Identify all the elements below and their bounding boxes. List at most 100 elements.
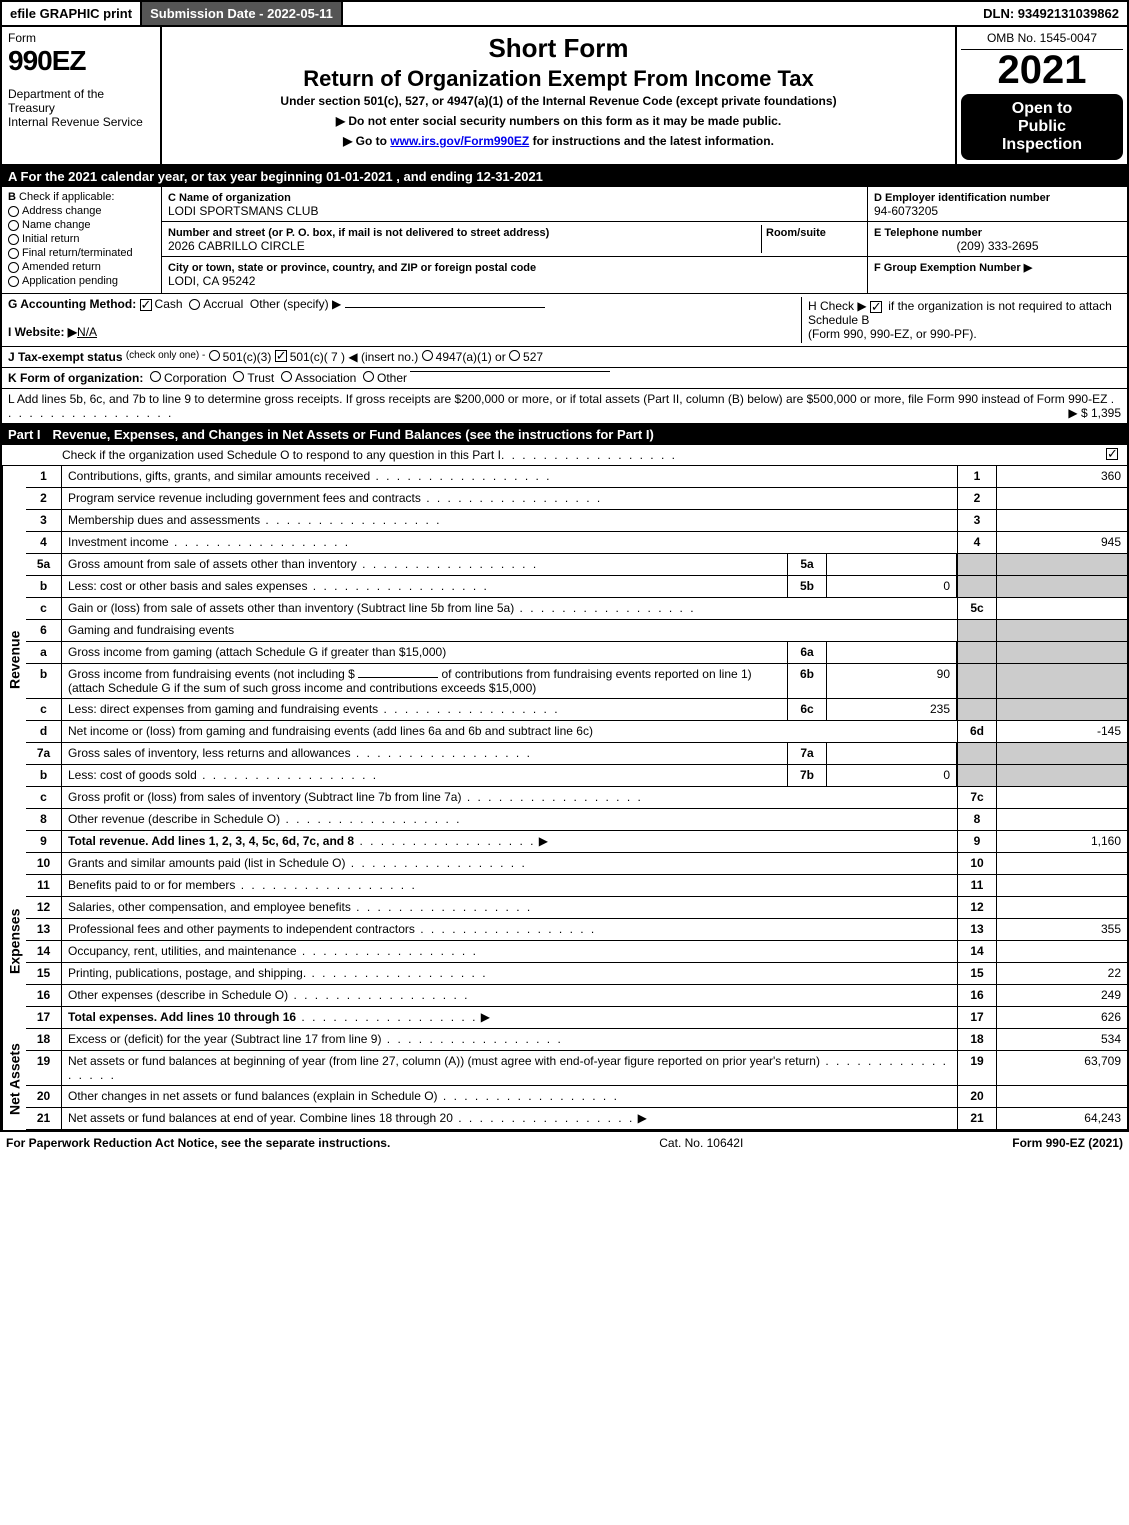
l6c-snum: 6c bbox=[787, 699, 827, 720]
l16-desc: Other expenses (describe in Schedule O) bbox=[68, 988, 288, 1002]
l7a-sval bbox=[827, 743, 957, 764]
l6b-desc1: Gross income from fundraising events (no… bbox=[68, 667, 355, 681]
l12-num: 12 bbox=[26, 897, 62, 918]
l6b-blank[interactable] bbox=[358, 677, 438, 678]
form-header: Form 990EZ Department of the Treasury In… bbox=[2, 27, 1127, 166]
l17-fval: 626 bbox=[997, 1007, 1127, 1028]
l7a-fnum-shaded bbox=[957, 743, 997, 764]
chk-address-change[interactable]: Address change bbox=[8, 205, 155, 217]
chk-501c[interactable] bbox=[275, 350, 287, 362]
room-label: Room/suite bbox=[766, 227, 826, 239]
l6d-num: d bbox=[26, 721, 62, 742]
chk-501c3[interactable] bbox=[209, 350, 220, 361]
chk-corporation[interactable] bbox=[150, 371, 161, 382]
title-short-form: Short Form bbox=[170, 33, 947, 64]
l5a-fnum-shaded bbox=[957, 554, 997, 575]
l7a-fval-shaded bbox=[997, 743, 1127, 764]
part1-note-row: Check if the organization used Schedule … bbox=[2, 445, 1127, 466]
l14-fval bbox=[997, 941, 1127, 962]
l5b-snum: 5b bbox=[787, 576, 827, 597]
l9-num: 9 bbox=[26, 831, 62, 852]
l6b-sval: 90 bbox=[827, 664, 957, 698]
l11-fval bbox=[997, 875, 1127, 896]
l6c-sval: 235 bbox=[827, 699, 957, 720]
l4-num: 4 bbox=[26, 532, 62, 553]
open-line1: Open to bbox=[965, 100, 1119, 118]
line-21: 21 Net assets or fund balances at end of… bbox=[26, 1108, 1127, 1130]
opt-501c3: 501(c)(3) bbox=[223, 350, 272, 364]
l21-num: 21 bbox=[26, 1108, 62, 1129]
ein-label: D Employer identification number bbox=[874, 192, 1050, 204]
l20-desc: Other changes in net assets or fund bala… bbox=[68, 1089, 438, 1103]
tel-label: E Telephone number bbox=[874, 227, 982, 239]
group-exemption-cell: F Group Exemption Number ▶ bbox=[868, 257, 1127, 277]
group-label: F Group Exemption Number ▶ bbox=[874, 262, 1032, 274]
revenue-section: Revenue 1 Contributions, gifts, grants, … bbox=[2, 466, 1127, 853]
chk-schedule-o[interactable] bbox=[1106, 448, 1118, 460]
l1-desc: Contributions, gifts, grants, and simila… bbox=[68, 469, 370, 483]
line-8: 8 Other revenue (describe in Schedule O)… bbox=[26, 809, 1127, 831]
line-9: 9 Total revenue. Add lines 1, 2, 3, 4, 5… bbox=[26, 831, 1127, 853]
l9-fval: 1,160 bbox=[997, 831, 1127, 852]
l2-fnum: 2 bbox=[957, 488, 997, 509]
chk-association[interactable] bbox=[281, 371, 292, 382]
chk-527[interactable] bbox=[509, 350, 520, 361]
opt-other-org: Other bbox=[377, 371, 407, 385]
l1-fval: 360 bbox=[997, 466, 1127, 487]
line-19: 19 Net assets or fund balances at beginn… bbox=[26, 1051, 1127, 1086]
l2-desc: Program service revenue including govern… bbox=[68, 491, 421, 505]
header-right: OMB No. 1545-0047 2021 Open to Public In… bbox=[957, 27, 1127, 164]
info-block: B Check if applicable: Address change Na… bbox=[2, 187, 1127, 294]
l19-desc: Net assets or fund balances at beginning… bbox=[68, 1054, 820, 1068]
l11-desc: Benefits paid to or for members bbox=[68, 878, 235, 892]
l11-num: 11 bbox=[26, 875, 62, 896]
l18-fnum: 18 bbox=[957, 1029, 997, 1050]
chk-trust[interactable] bbox=[233, 371, 244, 382]
chk-4947[interactable] bbox=[422, 350, 433, 361]
other-org-input[interactable] bbox=[410, 371, 610, 372]
l10-fval bbox=[997, 853, 1127, 874]
addr-label: Number and street (or P. O. box, if mail… bbox=[168, 227, 549, 239]
l3-fval bbox=[997, 510, 1127, 531]
chk-accrual[interactable] bbox=[189, 299, 200, 310]
other-specify-input[interactable] bbox=[345, 307, 545, 308]
l5a-desc: Gross amount from sale of assets other t… bbox=[68, 557, 357, 571]
l5b-desc: Less: cost or other basis and sales expe… bbox=[68, 579, 307, 593]
footer-left: For Paperwork Reduction Act Notice, see … bbox=[6, 1136, 390, 1150]
line-18: 18 Excess or (deficit) for the year (Sub… bbox=[26, 1029, 1127, 1051]
line-2: 2 Program service revenue including gove… bbox=[26, 488, 1127, 510]
l6-fnum-shaded bbox=[957, 620, 997, 641]
line-13: 13 Professional fees and other payments … bbox=[26, 919, 1127, 941]
l5b-num: b bbox=[26, 576, 62, 597]
line-10: 10 Grants and similar amounts paid (list… bbox=[26, 853, 1127, 875]
l6c-fnum-shaded bbox=[957, 699, 997, 720]
chk-application-pending[interactable]: Application pending bbox=[8, 275, 155, 287]
l14-num: 14 bbox=[26, 941, 62, 962]
line-6: 6 Gaming and fundraising events bbox=[26, 620, 1127, 642]
part1-header: Part I Revenue, Expenses, and Changes in… bbox=[2, 424, 1127, 445]
header-note-ssn: ▶ Do not enter social security numbers o… bbox=[170, 114, 947, 128]
efile-print-button[interactable]: efile GRAPHIC print bbox=[2, 2, 142, 25]
irs-link[interactable]: www.irs.gov/Form990EZ bbox=[390, 134, 529, 148]
submission-date-button[interactable]: Submission Date - 2022-05-11 bbox=[142, 2, 343, 25]
l8-fval bbox=[997, 809, 1127, 830]
chk-schedule-b[interactable] bbox=[870, 301, 882, 313]
l6d-desc: Net income or (loss) from gaming and fun… bbox=[62, 721, 957, 742]
i-label: I Website: ▶ bbox=[8, 325, 77, 339]
l7a-snum: 7a bbox=[787, 743, 827, 764]
chk-amended-return[interactable]: Amended return bbox=[8, 261, 155, 273]
chk-initial-return[interactable]: Initial return bbox=[8, 233, 155, 245]
org-name-label: C Name of organization bbox=[168, 192, 291, 204]
l19-num: 19 bbox=[26, 1051, 62, 1085]
chk-name-change[interactable]: Name change bbox=[8, 219, 155, 231]
top-bar: efile GRAPHIC print Submission Date - 20… bbox=[0, 0, 1129, 27]
form-name: 990EZ bbox=[8, 45, 154, 77]
h-text3: (Form 990, 990-EZ, or 990-PF). bbox=[808, 327, 977, 341]
chk-cash[interactable] bbox=[140, 299, 152, 311]
other-label: Other (specify) ▶ bbox=[250, 297, 341, 311]
chk-other-org[interactable] bbox=[363, 371, 374, 382]
chk-final-return[interactable]: Final return/terminated bbox=[8, 247, 155, 259]
l20-fval bbox=[997, 1086, 1127, 1107]
part1-title: Revenue, Expenses, and Changes in Net As… bbox=[53, 427, 654, 442]
l1-fnum: 1 bbox=[957, 466, 997, 487]
